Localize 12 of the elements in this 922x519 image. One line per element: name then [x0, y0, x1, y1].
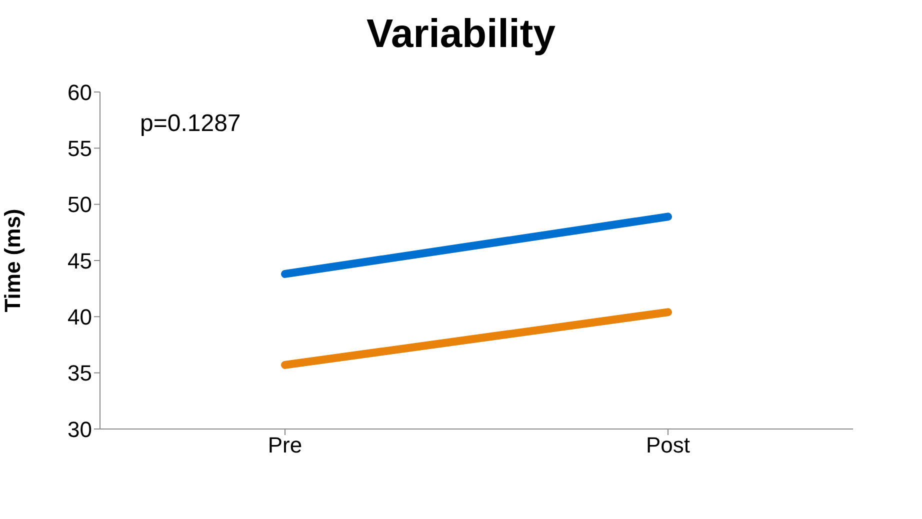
y-tick-label: 50: [68, 192, 92, 218]
y-tick-label: 55: [68, 136, 92, 161]
chart-title: Variability: [366, 11, 556, 58]
y-tick-label: 30: [68, 416, 92, 442]
annotation: p=0.1287: [140, 110, 241, 138]
y-tick-label: 45: [68, 248, 92, 274]
y-tick-label: 40: [68, 304, 92, 330]
y-tick-label: 35: [68, 360, 92, 386]
x-tick-label: Pre: [268, 432, 302, 458]
y-axis-title: Time (ms): [0, 208, 25, 312]
x-tick-label: Post: [646, 432, 690, 458]
y-tick-label: 60: [68, 80, 92, 105]
